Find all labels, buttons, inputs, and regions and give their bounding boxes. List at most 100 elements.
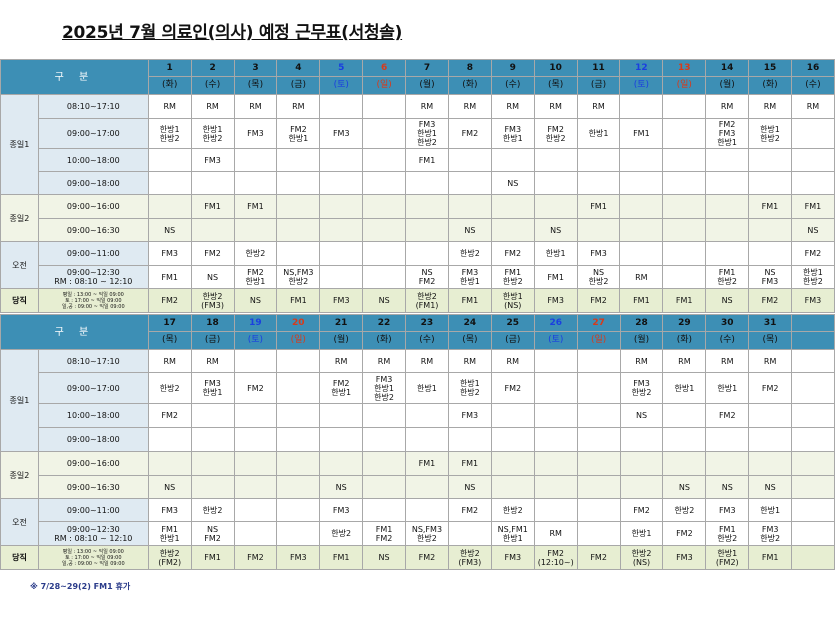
assignment-text: FM2 — [761, 296, 779, 305]
schedule-cell — [319, 241, 364, 266]
schedule-table-week-1: 구 분 1 2 3 4 5 6 7 8 9 10 11 12 13 14 15 16 (화) (수) (목) (금) (토… — [0, 59, 835, 313]
assignment-text: NS — [550, 225, 562, 235]
shift-time: 09:00~11:00 — [37, 241, 149, 266]
assignment-text: FM2 — [804, 249, 822, 258]
schedule-cell: FM3 한방1 — [447, 265, 492, 289]
schedule-cell: FM2 — [147, 403, 192, 428]
assignment-text: (FM1) — [415, 300, 439, 310]
assignment-text: NS — [592, 268, 605, 277]
schedule-cell: RM — [190, 94, 235, 119]
assignment-text: FM3 — [204, 155, 221, 165]
schedule-cell — [791, 372, 835, 404]
assignment-text: RM — [463, 102, 477, 111]
on-call-cell: FM1 — [619, 288, 664, 313]
day-of-week: (금) — [276, 76, 321, 95]
day-of-week: (일) — [276, 331, 321, 350]
schedule-cell: 한방2 — [447, 241, 492, 266]
shift-time-text: 09:00~18:00 — [66, 435, 120, 444]
day-number: 8 — [447, 59, 492, 77]
day-number: 14 — [705, 59, 750, 77]
schedule-cell: RM — [147, 349, 192, 373]
assignment-text: NS — [678, 482, 690, 492]
assignment-text: FM2 — [247, 553, 264, 562]
schedule-cell: NS,FM1 한방1 — [490, 521, 535, 546]
day-number: 23 — [404, 314, 449, 332]
schedule-cell — [748, 427, 793, 452]
schedule-cell — [319, 265, 364, 289]
assignment-text: (FM3) — [458, 557, 482, 567]
header-row-dates: 구 분 17 18 19 20 21 22 23 24 25 26 27 28 29 30 31 — [0, 314, 835, 350]
day-number: 20 — [276, 314, 321, 332]
schedule-cell — [362, 265, 407, 289]
schedule-cell — [190, 171, 235, 195]
assignment-text: NS,FM1 — [497, 524, 528, 534]
schedule-cell — [533, 372, 578, 404]
day-number: 13 — [662, 59, 707, 77]
schedule-cell — [791, 349, 835, 373]
schedule-cell — [576, 403, 621, 428]
assignment-text: FM1 — [204, 202, 221, 211]
assignment-text: FM2 — [204, 533, 221, 543]
assignment-text: FM1 — [161, 524, 178, 534]
schedule-cell — [619, 148, 664, 172]
assignment-text: RM — [549, 529, 562, 538]
assignment-text: RM — [334, 356, 348, 366]
shift-row: 종일1 08:10~17:10 RM RM RM RM RM RM RM RM RM RM RM RM — [0, 94, 835, 195]
assignment-text: 한방1 — [717, 383, 738, 393]
assignment-text: RM — [549, 102, 562, 111]
assignment-text: FM2 — [161, 411, 178, 420]
shift-time: 09:00~17:00 — [37, 118, 149, 149]
shift-time: 09:00~17:00 — [37, 372, 149, 404]
schedule-cell: FM3 — [319, 118, 364, 149]
schedule-cell: RM — [748, 349, 793, 373]
shift-category: 종일2 — [0, 194, 39, 242]
schedule-cell: FM3 한방1 한방2 — [362, 372, 406, 404]
schedule-cell — [362, 475, 406, 499]
assignment-text: FM3 — [676, 553, 693, 562]
page-title: 2025년 7월 의료인(의사) 예정 근무표(서청솔) — [62, 23, 403, 43]
assignment-text: 한방1 — [459, 277, 480, 286]
schedule-cell — [705, 194, 750, 219]
assignment-text: 한방1 — [674, 383, 695, 393]
shift-category: 오전 — [0, 241, 39, 289]
assignment-text: FM1 — [461, 459, 479, 468]
assignment-text: FM3 — [718, 505, 736, 515]
day-number: 16 — [790, 59, 835, 77]
on-call-cell: FM3 — [319, 288, 364, 313]
schedule-cell: 한방2 — [490, 498, 535, 522]
assignment-text: RM — [721, 356, 734, 366]
schedule-cell — [576, 349, 621, 373]
shift-time-text: 10:00~18:00 — [66, 411, 120, 420]
day-of-week: (목) — [748, 331, 793, 350]
schedule-cell — [662, 403, 707, 428]
day-number: 18 — [190, 314, 235, 332]
category-header: 구 분 — [0, 59, 149, 95]
schedule-cell — [233, 475, 278, 499]
day-number: 1 — [147, 59, 192, 77]
schedule-cell: FM2 — [748, 372, 793, 404]
schedule-cell: RM — [319, 349, 364, 373]
assignment-text: 한방1 — [502, 291, 523, 301]
assignment-text: NS — [335, 482, 347, 492]
schedule-cell: NS,FM3 한방2 — [404, 521, 449, 546]
schedule-cell — [190, 403, 235, 428]
assignment-text: NS — [807, 225, 819, 235]
schedule-cell: NS — [447, 475, 492, 499]
schedule-cell — [705, 241, 750, 266]
schedule-cell — [404, 403, 449, 428]
schedule-cell — [662, 451, 707, 476]
assignment-text: FM1 — [290, 296, 307, 305]
on-call-cell: FM1 — [276, 288, 321, 313]
schedule-cell: 한방2 — [662, 498, 707, 522]
day-of-week: (금) — [576, 76, 621, 95]
assignment-text: 한방1 — [760, 505, 781, 515]
assignment-text: 한방2 — [159, 133, 180, 143]
assignment-text: 한방2 — [803, 277, 823, 286]
assignment-text: FM1 — [718, 268, 736, 277]
schedule-table-week-2: 구 분 17 18 19 20 21 22 23 24 25 26 27 28 29 30 31 (목) (금)(… — [0, 314, 835, 570]
assignment-text: RM — [163, 356, 176, 366]
schedule-cell: 한방1 — [705, 372, 750, 404]
schedule-cell — [619, 94, 664, 119]
assignment-text: FM2 — [204, 249, 221, 258]
schedule-cell: FM2 — [233, 372, 278, 404]
